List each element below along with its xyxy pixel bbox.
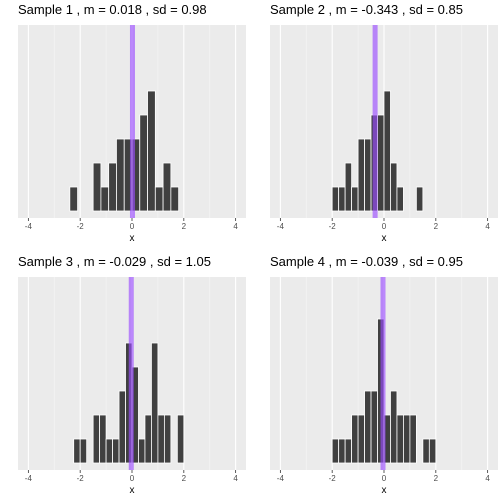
x-tick-label: -4 [25, 474, 33, 483]
x-tick-label: 4 [233, 474, 238, 483]
chart-title: Sample 4 , m = -0.039 , sd = 0.95 [270, 254, 463, 269]
histogram-bar [338, 438, 346, 464]
x-tick-label: 4 [485, 222, 490, 231]
histogram-bar [338, 186, 346, 212]
histogram-bar [351, 414, 359, 464]
chart-title: Sample 3 , m = -0.029 , sd = 1.05 [18, 254, 211, 269]
histogram-bar [138, 438, 146, 464]
x-tick-label: 0 [382, 474, 387, 483]
histogram-bar [377, 114, 385, 212]
histogram-bar [331, 438, 340, 464]
x-tick-label: 4 [233, 222, 238, 231]
x-tick-label: -4 [277, 474, 285, 483]
histogram-bar [370, 390, 378, 464]
histogram-bar [422, 438, 430, 464]
mean-line [380, 277, 386, 470]
x-tick-label: -2 [329, 222, 337, 231]
histogram-bar [92, 162, 102, 212]
histogram-bar [357, 138, 365, 212]
histogram-plot-2: -4 -2 0 2 4 x [270, 25, 498, 244]
x-axis-title: x [382, 233, 387, 244]
x-tick-label: -4 [277, 222, 285, 231]
histogram-bar [163, 414, 172, 464]
histogram-bar [415, 186, 424, 212]
x-tick-label: 0 [382, 222, 387, 231]
histogram-bar [116, 138, 125, 212]
histogram-bar [147, 90, 156, 212]
histogram-bar [344, 162, 353, 212]
x-tick-label: 4 [485, 474, 490, 483]
histogram-bar [331, 186, 340, 212]
x-axis-title: x [382, 485, 387, 496]
mean-line [372, 25, 378, 218]
x-axis-title: x [130, 233, 135, 244]
histogram-bar [99, 414, 107, 464]
x-tick-label: -2 [329, 474, 337, 483]
histogram-bar [428, 438, 437, 464]
histogram-bar [79, 438, 88, 464]
x-tick-label: 0 [130, 474, 135, 483]
x-tick-label: 0 [130, 222, 135, 231]
histogram-bar [357, 414, 365, 464]
histogram-bar [92, 414, 101, 464]
histogram-bar [112, 438, 120, 464]
histogram-panel-3: Sample 3 , m = -0.029 , sd = 1.05 -4 -2 0 2… [0, 252, 252, 504]
histogram-bar [176, 414, 185, 464]
x-axis-title: x [130, 485, 135, 496]
histogram-bar [390, 390, 398, 464]
histogram-bar [108, 162, 117, 212]
histogram-bar [396, 186, 404, 212]
histogram-bar [383, 90, 391, 212]
histogram-bar [105, 438, 113, 464]
histogram-plot-4: -4 -2 0 2 4 x [270, 277, 498, 496]
histogram-bar [403, 414, 411, 464]
x-tick-label: -2 [77, 222, 85, 231]
chart-title: Sample 1 , m = 0.018 , sd = 0.98 [18, 2, 207, 17]
x-tick-label: -2 [77, 474, 85, 483]
histogram-bar [157, 414, 165, 464]
histogram-bar [170, 186, 180, 212]
histogram-bar [151, 342, 159, 464]
histogram-panel-4: Sample 4 , m = -0.039 , sd = 0.95 -4 -2 0 2… [252, 252, 504, 504]
histogram-panel-1: Sample 1 , m = 0.018 , sd = 0.98 -4 -2 0 2 4… [0, 0, 252, 252]
histogram-bar [144, 414, 152, 464]
histogram-bar [364, 390, 372, 464]
mean-line [129, 25, 135, 218]
histogram-plot-1: -4 -2 0 2 4 x [18, 25, 246, 244]
x-tick-label: 2 [434, 474, 439, 483]
x-tick-label: 2 [434, 222, 439, 231]
histogram-bar [390, 162, 398, 212]
histogram-bar [139, 114, 148, 212]
histogram-bar [69, 186, 78, 212]
chart-title: Sample 2 , m = -0.343 , sd = 0.85 [270, 2, 463, 17]
histogram-bar [344, 438, 353, 464]
histogram-bar [351, 186, 359, 212]
x-tick-label: 2 [182, 222, 187, 231]
mean-line [128, 277, 134, 470]
histogram-bar [396, 414, 404, 464]
histogram-panel-2: Sample 2 , m = -0.343 , sd = 0.85 -4 -2 0 2… [252, 0, 504, 252]
histogram-bar [118, 390, 126, 464]
histogram-bar [100, 186, 110, 212]
x-tick-label: -4 [25, 222, 33, 231]
histogram-bar [409, 414, 417, 464]
x-tick-label: 2 [182, 474, 187, 483]
histogram-bar [364, 138, 372, 212]
histogram-bar [73, 438, 81, 464]
histogram-bar [162, 162, 172, 212]
histogram-plot-3: -4 -2 0 2 4 x [18, 277, 246, 496]
histogram-bar [154, 186, 164, 212]
